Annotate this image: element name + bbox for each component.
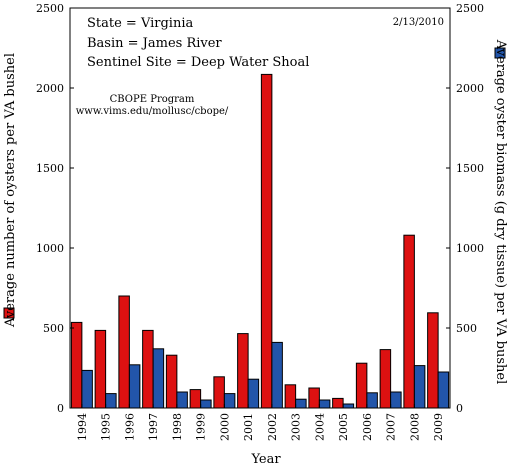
bar-biomass-1995 bbox=[105, 393, 117, 409]
x-axis-title: Year bbox=[250, 452, 281, 467]
bar-biomass-1997 bbox=[152, 348, 165, 409]
x-tick-label: 1997 bbox=[147, 413, 160, 441]
x-tick-label: 1999 bbox=[195, 413, 208, 441]
left-tick-label: 2500 bbox=[36, 2, 64, 15]
bar-count-2003 bbox=[284, 384, 297, 409]
bar-count-2007 bbox=[379, 349, 392, 409]
x-tick-label: 2006 bbox=[361, 413, 374, 441]
x-tick-label: 2008 bbox=[408, 413, 421, 441]
bar-biomass-2009 bbox=[437, 371, 450, 409]
bar-biomass-1999 bbox=[200, 399, 212, 409]
x-tick-label: 2003 bbox=[290, 413, 303, 441]
x-tick-label: 2002 bbox=[266, 413, 279, 441]
right-axis-title: Average oyster biomass (g dry tissue) pe… bbox=[493, 39, 508, 385]
x-tick-label: 2000 bbox=[218, 413, 231, 441]
x-tick-label: 2009 bbox=[432, 413, 445, 441]
info-state: State = Virginia bbox=[87, 16, 193, 31]
bar-count-2005 bbox=[332, 397, 344, 409]
plot-frame bbox=[69, 7, 451, 409]
legend-count-swatch bbox=[3, 307, 15, 319]
x-tick-label: 2005 bbox=[337, 413, 350, 441]
left-tick-label: 2000 bbox=[36, 82, 64, 95]
bar-biomass-1998 bbox=[176, 391, 188, 409]
bar-count-1997 bbox=[142, 329, 154, 409]
bar-count-1998 bbox=[165, 354, 178, 409]
legend-biomass-swatch bbox=[494, 47, 506, 59]
info-site: Sentinel Site = Deep Water Shoal bbox=[87, 55, 309, 70]
chart-date: 2/13/2010 bbox=[393, 17, 444, 28]
bar-biomass-2007 bbox=[390, 391, 402, 409]
bar-count-2004 bbox=[308, 387, 320, 409]
left-tick-label: 500 bbox=[43, 322, 64, 335]
bar-count-2002 bbox=[260, 73, 273, 409]
bar-biomass-2005 bbox=[342, 403, 355, 409]
program-url: www.vims.edu/mollusc/cbope/ bbox=[76, 106, 229, 117]
x-tick-label: 2007 bbox=[385, 413, 398, 441]
x-tick-label: 2004 bbox=[313, 413, 326, 441]
bar-count-2001 bbox=[237, 333, 249, 409]
right-tick-label: 1000 bbox=[456, 242, 484, 255]
left-tick-label: 1000 bbox=[36, 242, 64, 255]
right-tick-label: 2500 bbox=[456, 2, 484, 15]
x-tick-label: 1998 bbox=[171, 413, 184, 441]
right-tick-label: 0 bbox=[456, 402, 463, 415]
bar-count-1995 bbox=[94, 329, 107, 409]
bar-biomass-2001 bbox=[247, 378, 260, 409]
program-name: CBOPE Program bbox=[110, 94, 195, 105]
bar-biomass-2002 bbox=[271, 341, 283, 409]
bar-count-2000 bbox=[213, 376, 225, 409]
bar-biomass-2006 bbox=[366, 392, 378, 409]
right-axis: 0 500 1000 1500 2000 2500 bbox=[446, 2, 484, 415]
left-tick-label: 0 bbox=[57, 402, 64, 415]
left-tick-label: 1500 bbox=[36, 162, 64, 175]
bars-layer bbox=[70, 73, 450, 409]
x-tick-label: 1995 bbox=[100, 413, 113, 441]
right-tick-label: 500 bbox=[456, 322, 477, 335]
bar-count-1999 bbox=[189, 389, 202, 409]
x-axis: 1994 1995 1996 1997 1998 1999 2000 2001 2002 2003… bbox=[76, 404, 445, 441]
bar-count-1994 bbox=[70, 321, 83, 409]
left-axis-title: Average number of oysters per VA bushel bbox=[3, 53, 18, 328]
info-basin: Basin = James River bbox=[87, 36, 222, 51]
bar-biomass-2004 bbox=[318, 399, 331, 409]
bar-count-2009 bbox=[427, 312, 439, 409]
x-tick-label: 1996 bbox=[123, 413, 136, 441]
bar-count-1996 bbox=[118, 295, 130, 409]
right-tick-label: 2000 bbox=[456, 82, 484, 95]
bar-biomass-1996 bbox=[128, 364, 141, 409]
right-tick-label: 1500 bbox=[456, 162, 484, 175]
x-tick-label: 2001 bbox=[242, 413, 255, 441]
bar-biomass-2003 bbox=[295, 398, 307, 409]
left-axis: 0 500 1000 1500 2000 2500 bbox=[36, 2, 74, 415]
bar-count-2006 bbox=[355, 362, 368, 409]
bar-biomass-1994 bbox=[81, 369, 93, 409]
bar-count-2008 bbox=[403, 234, 415, 409]
bar-biomass-2000 bbox=[223, 393, 236, 409]
x-tick-label: 1994 bbox=[76, 413, 89, 441]
bar-biomass-2008 bbox=[413, 365, 426, 409]
